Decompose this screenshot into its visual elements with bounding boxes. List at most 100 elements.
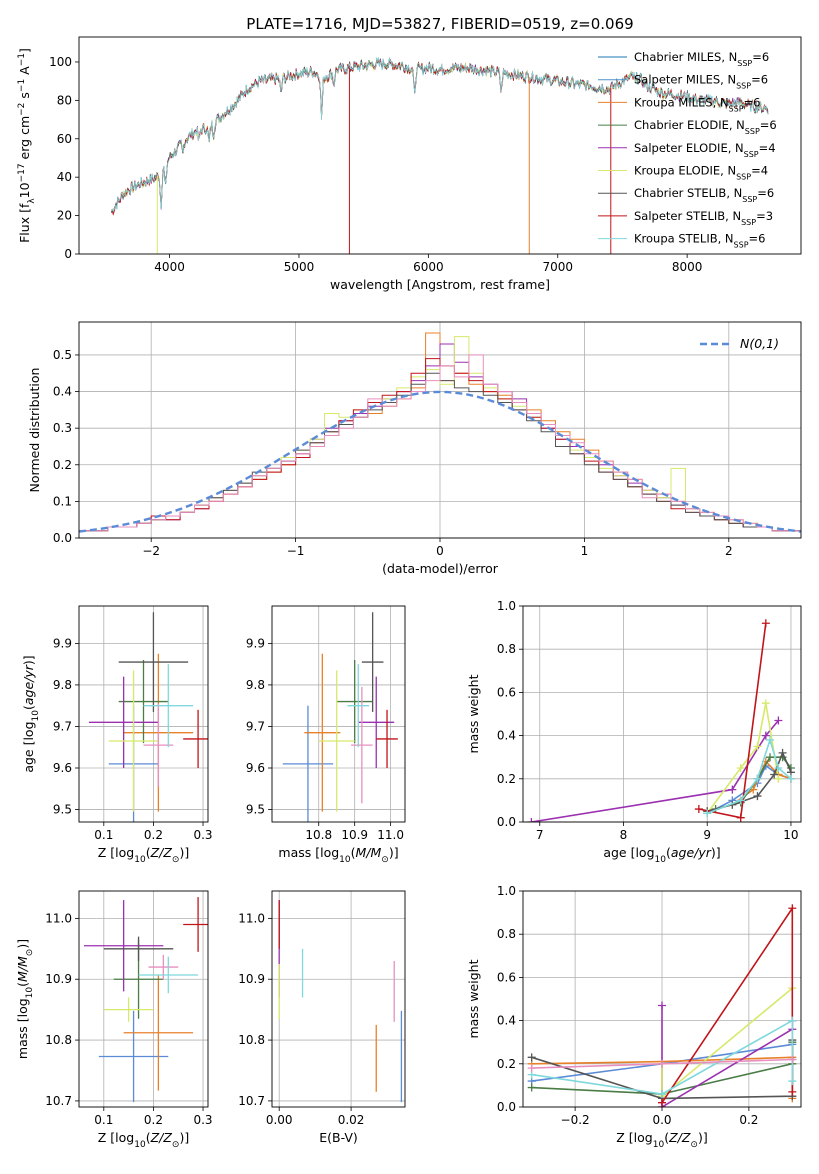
weight-marker [703, 809, 712, 818]
data-point [83, 900, 164, 992]
y-tick-label: 9.9 [53, 636, 72, 650]
legend-label: Chabrier ELODIE, NSSP=6 [634, 118, 777, 136]
weight-line [531, 719, 780, 822]
x-tick-label: 4000 [154, 260, 185, 274]
y-tick-label: 0.2 [497, 772, 516, 786]
weight-marker [788, 1077, 797, 1086]
spectrum-legend: Chabrier MILES, NSSP=6 Salpeter MILES, NS… [598, 50, 777, 249]
weight-marker [770, 770, 779, 779]
x-tick-label: 0.2 [144, 1113, 163, 1127]
x-tick-label: 7 [536, 828, 544, 842]
data-point [103, 936, 174, 961]
axis-labels-residuals: (data-model)/error Normed distribution [27, 368, 499, 576]
axis-label: Flux [fλ10−17 erg cm−2 s−1 A−1] [17, 48, 37, 243]
data-point [282, 705, 334, 822]
axis-labels-age-vs-Z: Z [log10(Z/Z⊙)] age [log10(age/yr)] [21, 655, 189, 865]
weight-marker [527, 1053, 536, 1062]
axes-massweight-vs-age: 7 8 9 10 0.0 0.2 0.4 0.6 0.8 1.0 [497, 599, 801, 842]
axis-label: Z [log10(Z/Z⊙)] [98, 1130, 189, 1150]
plot-area [79, 332, 801, 533]
y-tick-label: 10.9 [238, 972, 265, 986]
x-tick-label: 0.1 [94, 828, 113, 842]
weight-line [706, 737, 792, 815]
weight-series [703, 735, 795, 818]
y-tick-label: 80 [57, 93, 72, 107]
weight-marker [527, 818, 536, 822]
x-tick-label: −1 [287, 544, 305, 558]
legend-label: Chabrier STELIB, NSSP=6 [634, 186, 774, 204]
x-tick-label: 7000 [542, 260, 573, 274]
axis-label: age [log10(age/yr)] [21, 655, 41, 772]
y-tick-label: 0.2 [497, 1057, 516, 1071]
y-tick-label: 9.5 [246, 803, 265, 817]
y-tick-label: 20 [57, 209, 72, 223]
y-tick-label: 0.8 [497, 927, 516, 941]
y-tick-label: 100 [49, 55, 72, 69]
axes-mass-vs-ebv: 0.00 0.02 10.7 10.8 10.9 11.0 [238, 891, 405, 1127]
y-tick-label: 0.4 [497, 1014, 516, 1028]
axes-frame [271, 605, 406, 823]
weight-marker [761, 699, 770, 708]
y-tick-label: 0.2 [53, 458, 72, 472]
x-tick-label: 8000 [672, 260, 703, 274]
axes-age-vs-Z: 0.1 0.2 0.3 9.5 9.6 9.7 9.8 9.9 [53, 606, 213, 842]
weight-marker [658, 1098, 666, 1107]
axes-frame [78, 890, 209, 1108]
axes-frame [522, 605, 802, 823]
y-tick-label: 0.0 [497, 1100, 516, 1114]
y-tick-label: 40 [57, 170, 72, 184]
axis-labels-mass-vs-ebv: E(B-V) [319, 1130, 358, 1145]
x-tick-label: 2 [725, 544, 733, 558]
y-tick-label: 0.3 [53, 421, 72, 435]
axis-label: wavelength [Angstrom, rest frame] [330, 277, 550, 292]
x-tick-label: −2 [142, 544, 160, 558]
weight-marker [736, 764, 745, 772]
legend-label: N(0,1) [740, 336, 779, 351]
weight-marker [766, 753, 775, 762]
axis-labels-massweight-vs-Z: Z [log10(Z/Z⊙)] mass weight [466, 959, 708, 1150]
weight-marker [778, 748, 787, 757]
y-tick-label: 0.1 [53, 494, 72, 508]
x-tick-label: 10 [783, 828, 798, 842]
gaussian-curve [79, 390, 801, 533]
weight-series [527, 1055, 797, 1073]
y-tick-label: 60 [57, 132, 72, 146]
legend-label: Kroupa MILES, NSSP=6 [634, 95, 760, 113]
axis-labels-mass-vs-Z: Z [log10(Z/Z⊙)] mass [log10(M/M⊙)] [15, 939, 189, 1150]
data-point [304, 653, 341, 812]
x-tick-label: 0.3 [193, 1113, 212, 1127]
axes-age-vs-mass: 10.8 10.9 11.0 9.5 9.6 9.7 9.8 9.9 [246, 606, 405, 842]
plot-area [527, 904, 797, 1107]
weight-marker [786, 774, 795, 783]
y-tick-label: 9.9 [246, 636, 265, 650]
data-point [88, 676, 159, 768]
weight-marker [788, 1087, 797, 1096]
x-tick-label: −0.2 [561, 1113, 590, 1127]
y-tick-label: 9.6 [246, 761, 265, 775]
data-point [376, 709, 398, 768]
y-tick-label: 0.0 [53, 531, 72, 545]
weight-marker [761, 619, 770, 628]
spectrum-line [110, 56, 769, 212]
y-tick-label: 10.7 [238, 1094, 265, 1108]
y-tick-label: 10.8 [45, 1033, 72, 1047]
x-tick-label: 8 [620, 828, 628, 842]
legend-label: Kroupa STELIB, NSSP=6 [634, 232, 765, 250]
weight-marker [753, 774, 762, 783]
y-tick-label: 9.5 [53, 803, 72, 817]
x-tick-label: 0.3 [193, 828, 212, 842]
weight-marker [658, 1001, 666, 1010]
axis-label: mass weight [466, 959, 481, 1038]
weight-marker [774, 764, 783, 772]
axis-label: (data-model)/error [382, 561, 499, 576]
x-tick-label: 6000 [413, 260, 444, 274]
x-tick-label: 11.0 [377, 828, 404, 842]
y-tick-label: 0.6 [497, 970, 516, 984]
axis-label: Z [log10(Z/Z⊙)] [98, 845, 189, 865]
weight-marker [774, 774, 783, 783]
data-point [143, 664, 194, 748]
axis-labels-massweight-vs-age: age [log10(age/yr)] mass weight [466, 674, 721, 865]
axes-spectrum: 4000 5000 6000 7000 8000 0 20 40 60 80 100 [49, 55, 769, 274]
x-tick-label: 9 [703, 828, 711, 842]
